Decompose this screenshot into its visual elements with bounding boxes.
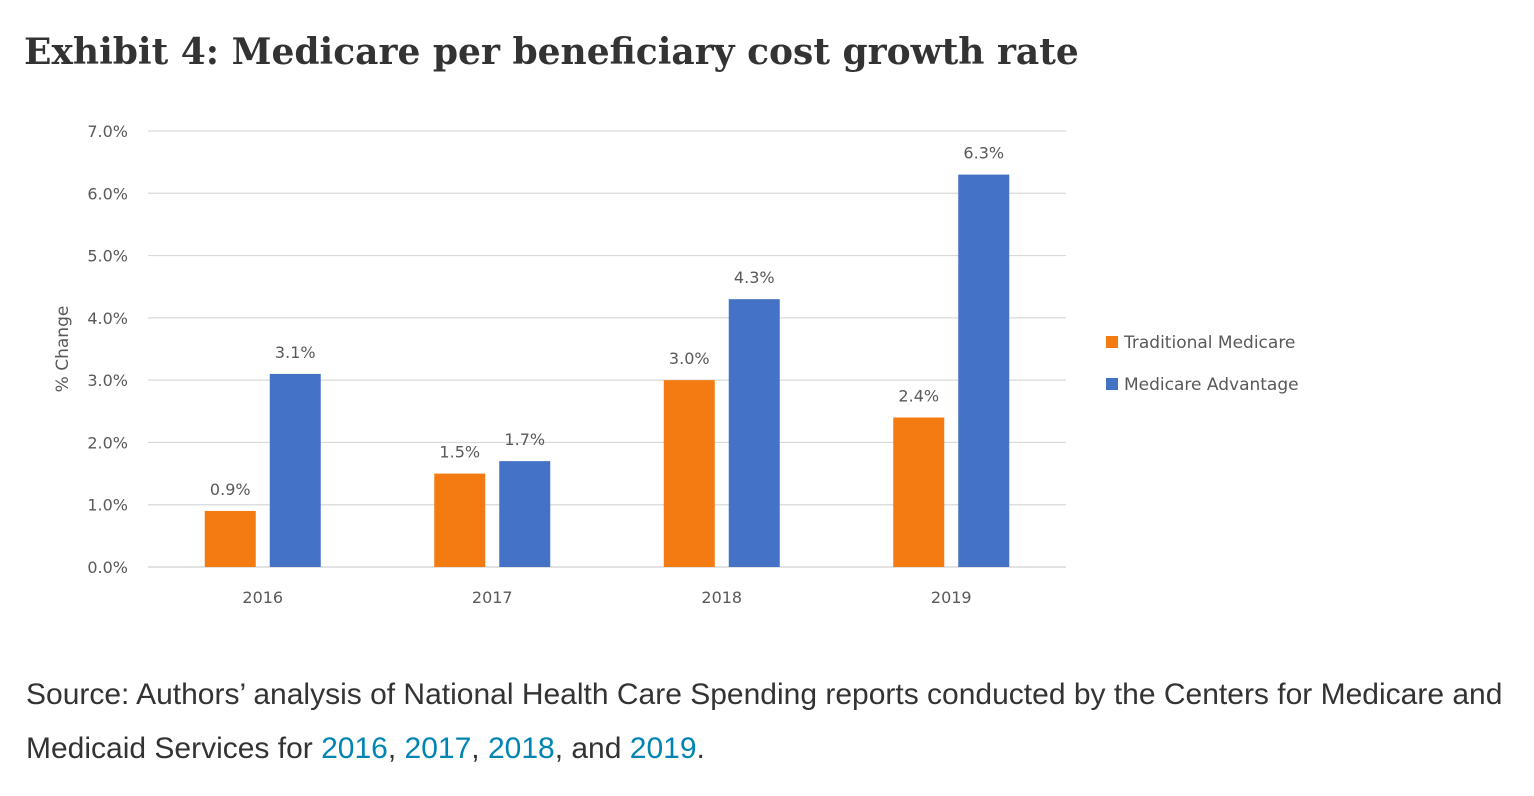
source-link-2018[interactable]: 2018 — [487, 732, 555, 765]
data-label: 3.1% — [275, 343, 316, 362]
y-tick-label: 7.0% — [87, 122, 128, 141]
bars — [204, 174, 1010, 567]
x-tick-label: 2019 — [931, 588, 972, 607]
source-separator: , and — [554, 732, 630, 765]
y-tick-label: 1.0% — [87, 496, 128, 515]
bar — [499, 461, 551, 567]
y-tick-label: 5.0% — [87, 247, 128, 266]
source-text: Source: Authors’ analysis of National He… — [26, 678, 1503, 765]
source-separator: , — [471, 732, 488, 765]
source-link-2016[interactable]: 2016 — [321, 732, 388, 765]
data-label: 0.9% — [210, 480, 251, 499]
data-label: 4.3% — [734, 268, 775, 287]
source-link-2017[interactable]: 2017 — [404, 732, 472, 765]
data-label: 2.4% — [898, 387, 939, 406]
legend-label: Traditional Medicare — [1123, 333, 1295, 353]
y-axis-label: % Change — [53, 306, 73, 393]
y-tick-label: 3.0% — [87, 371, 128, 390]
page-title: Exhibit 4: Medicare per beneficiary cost… — [24, 31, 1079, 73]
legend: Traditional Medicare Medicare Advantage — [1106, 333, 1299, 395]
bar — [958, 174, 1010, 567]
y-tick-label: 6.0% — [87, 184, 128, 203]
data-label: 1.7% — [504, 430, 545, 449]
x-axis-tick-labels: 2016 2017 2018 2019 — [242, 588, 971, 607]
bar-chart: 0.0% 1.0% 2.0% 3.0% 4.0% 5.0% 6.0% 7.0% 0.9% 3.1… — [53, 122, 1299, 607]
data-label: 1.5% — [439, 443, 480, 462]
source-separator: , — [387, 732, 405, 765]
legend-swatch — [1106, 336, 1118, 348]
bar — [893, 417, 945, 567]
x-tick-label: 2017 — [472, 588, 513, 607]
legend-swatch — [1106, 378, 1118, 390]
source-link-2019[interactable]: 2019 — [629, 732, 697, 765]
y-tick-label: 0.0% — [87, 558, 128, 577]
source-note: Source: Authors’ analysis of National He… — [26, 668, 1516, 776]
x-tick-label: 2016 — [242, 588, 283, 607]
y-axis-tick-labels: 0.0% 1.0% 2.0% 3.0% 4.0% 5.0% 6.0% 7.0% — [87, 122, 128, 577]
y-tick-label: 2.0% — [87, 433, 128, 452]
x-tick-label: 2018 — [701, 588, 742, 607]
bar — [434, 473, 486, 567]
legend-label: Medicare Advantage — [1124, 375, 1299, 395]
y-tick-label: 4.0% — [87, 309, 128, 328]
bar — [663, 380, 715, 567]
bar — [204, 510, 256, 567]
bar — [269, 373, 321, 567]
bar — [728, 299, 780, 567]
data-label: 6.3% — [963, 144, 1004, 163]
data-labels: 0.9% 3.1% 1.5% 1.7% 3.0% 4.3% 2.4% 6.3% — [210, 144, 1004, 499]
data-label: 3.0% — [669, 349, 710, 368]
source-suffix: . — [696, 732, 705, 765]
